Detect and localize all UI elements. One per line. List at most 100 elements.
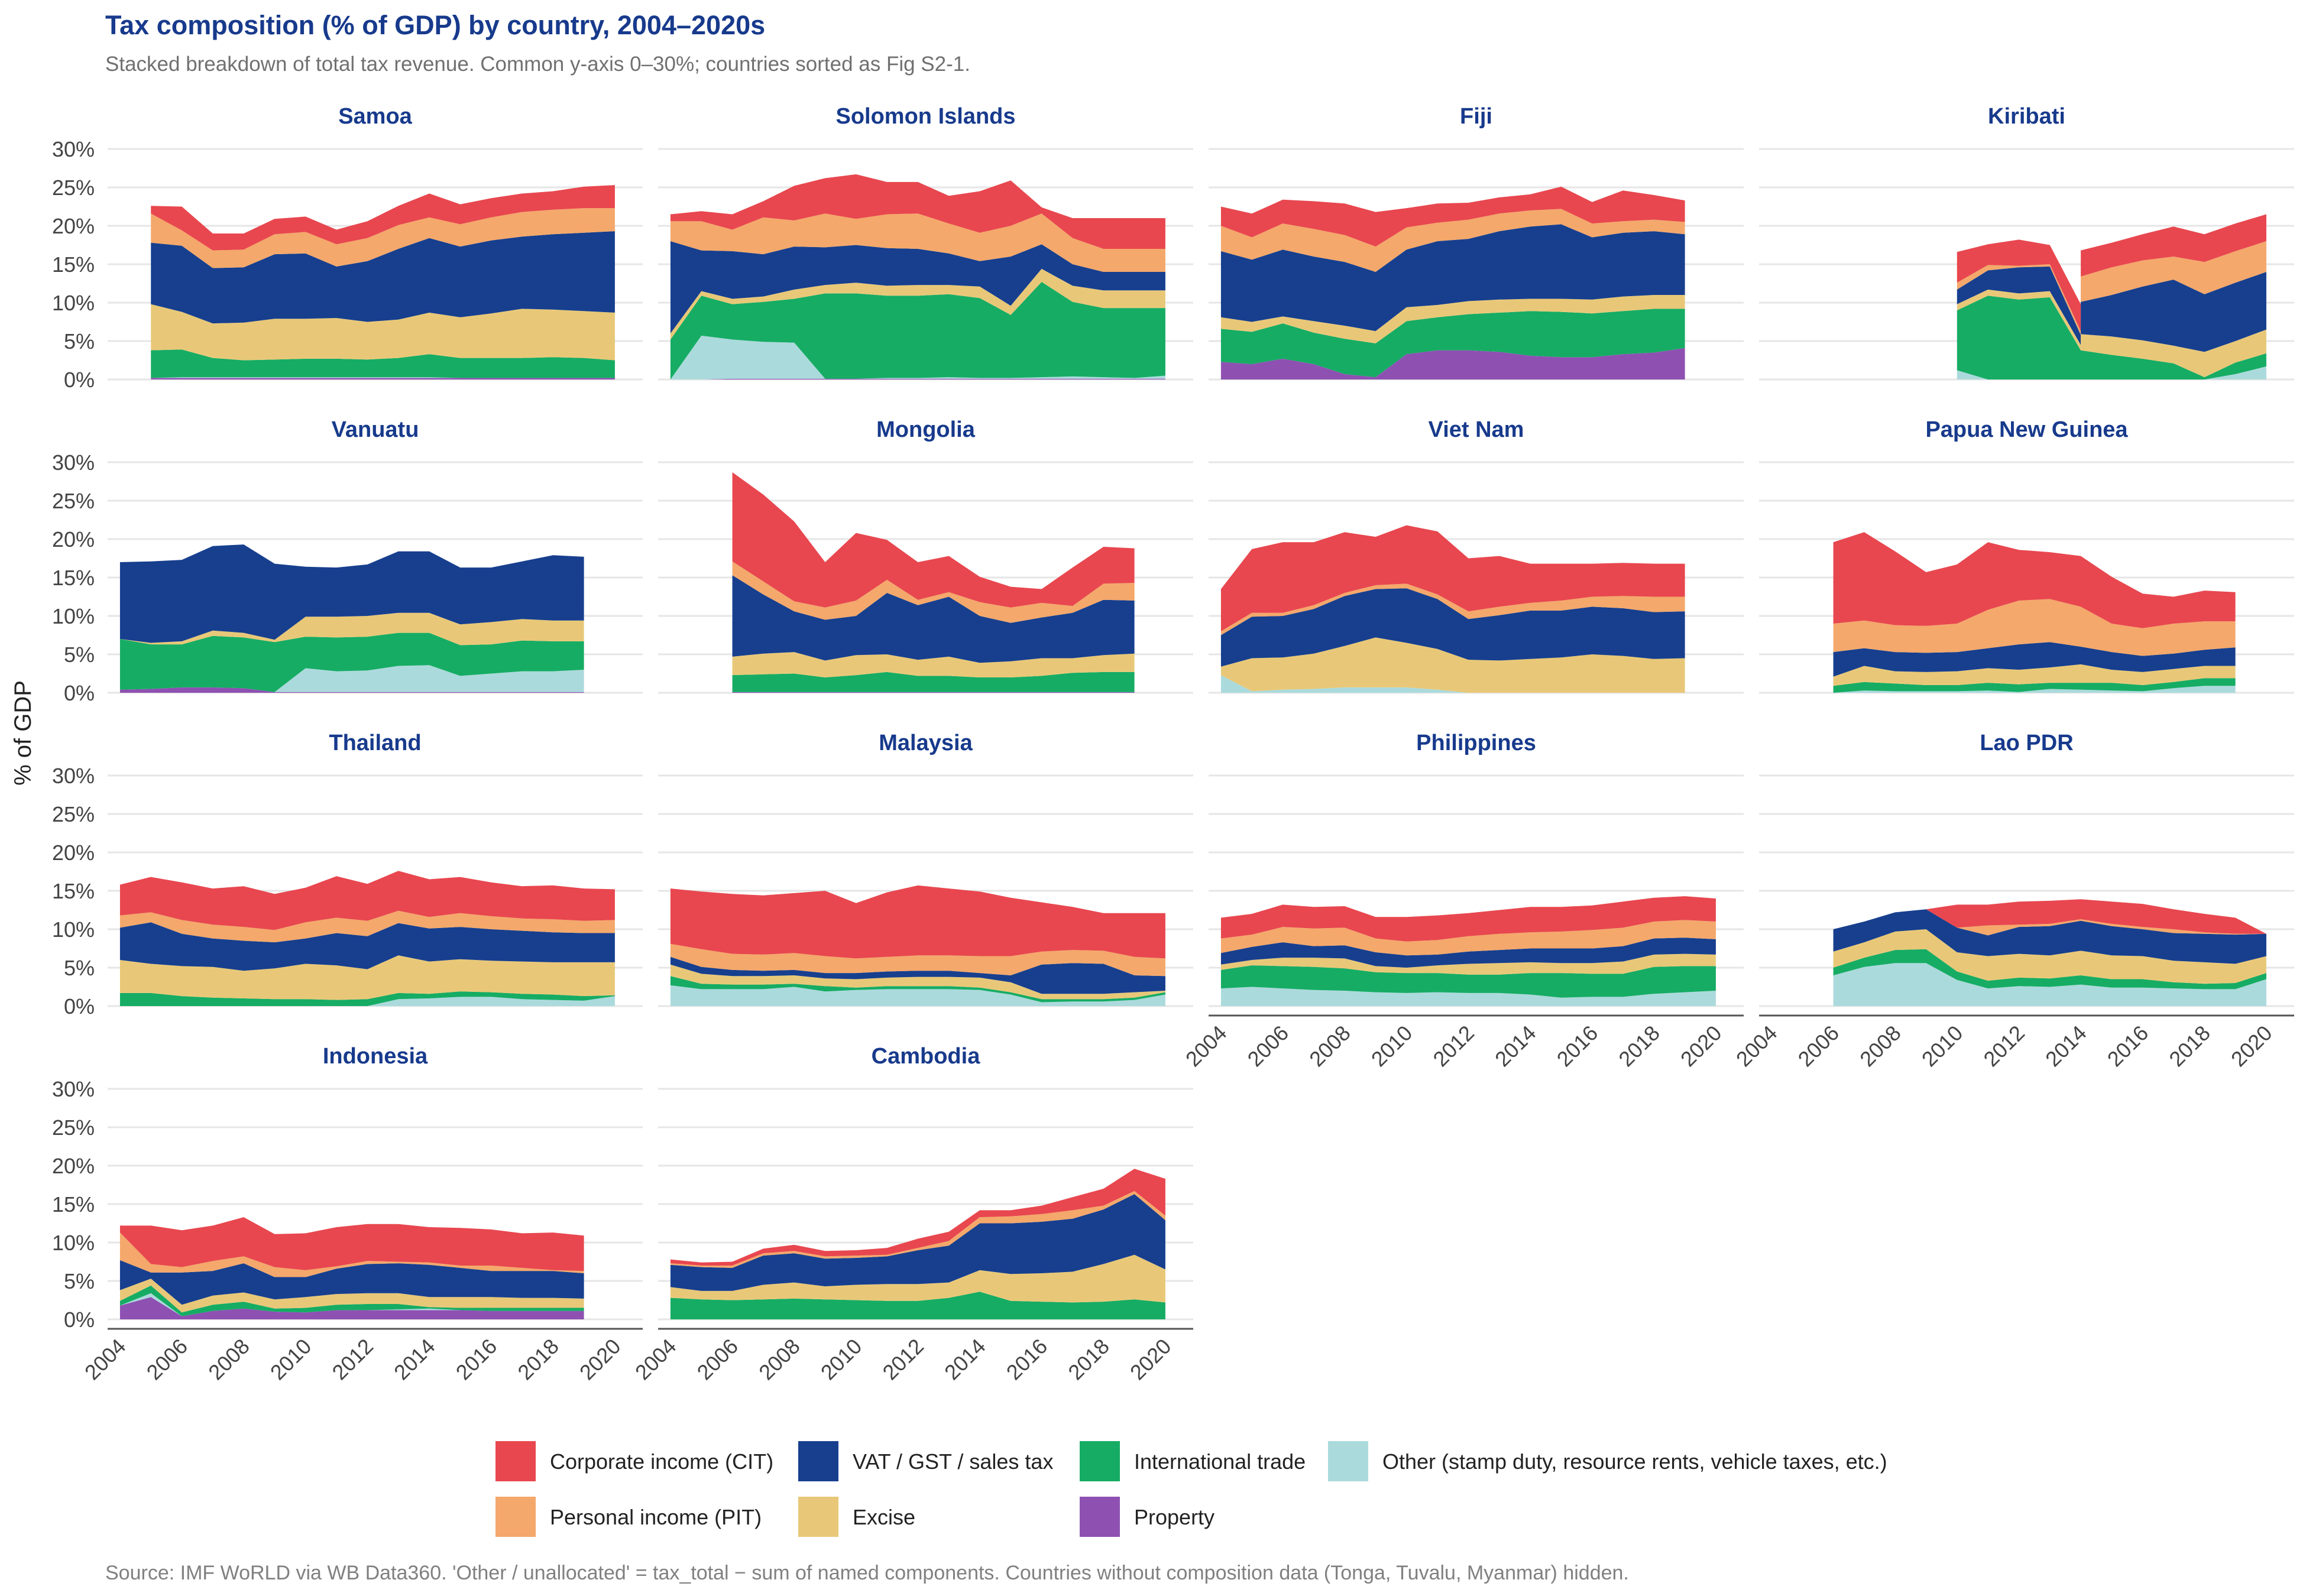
area-corporate-income-cit — [670, 885, 1165, 959]
x-tick-label: 2012 — [327, 1334, 378, 1385]
area-excise — [151, 304, 615, 361]
area-other-stamp-duty-resource-re — [119, 996, 615, 1006]
y-tick-label: 15% — [52, 566, 95, 590]
area-personal-income-pit — [1833, 909, 2266, 936]
x-tick-label: 2008 — [1304, 1021, 1355, 1072]
area-international-trade — [1833, 678, 2236, 693]
x-tick-label: 2012 — [877, 1334, 928, 1385]
area-other-stamp-duty-resource-re — [670, 985, 1165, 1006]
area-vat-gst-sales-tax — [1833, 909, 2266, 964]
legend-label: Personal income (PIT) — [550, 1505, 762, 1529]
area-personal-income-pit — [670, 213, 1165, 272]
area-international-trade — [119, 632, 584, 692]
x-tick-label: 2016 — [1552, 1021, 1603, 1072]
area-international-trade — [119, 991, 615, 1006]
area-property — [119, 1297, 584, 1319]
x-tick-label: 2018 — [1063, 1334, 1114, 1385]
x-tick-label: 2020 — [1125, 1334, 1176, 1385]
area-vat-gst-sales-tax — [1833, 642, 2236, 677]
legend-swatch — [798, 1497, 838, 1537]
panel-lao-pdr: Lao PDR 2004 2006 2008 2010 2012 2014 2016 2018 2… — [1731, 731, 2294, 1071]
x-tick-label: 2014 — [389, 1334, 440, 1385]
area-corporate-income-cit — [732, 472, 1135, 608]
legend-item-property: Property — [1080, 1497, 1214, 1537]
panel-title: Viet Nam — [1429, 417, 1524, 442]
legend: Corporate income (CIT) VAT / GST / sales … — [495, 1441, 1887, 1537]
area-other-stamp-duty-resource-re — [1957, 366, 2266, 379]
area-excise — [1833, 664, 2236, 686]
x-tick-label: 2008 — [754, 1334, 805, 1385]
y-tick-label: 20% — [52, 841, 95, 865]
area-vat-gst-sales-tax — [670, 241, 1165, 333]
y-tick-label: 30% — [52, 137, 95, 161]
area-vat-gst-sales-tax — [732, 575, 1135, 663]
area-international-trade — [1957, 296, 2266, 379]
legend-label: Corporate income (CIT) — [550, 1449, 773, 1474]
area-international-trade — [119, 1285, 584, 1316]
legend-item-excise: Excise — [798, 1497, 915, 1537]
area-other-stamp-duty-resource-re — [1220, 987, 1716, 1006]
panel-title: Papua New Guinea — [1925, 417, 2128, 442]
y-tick-label: 30% — [52, 1077, 95, 1101]
area-corporate-income-cit — [119, 1217, 584, 1271]
panel-title: Solomon Islands — [835, 104, 1015, 129]
panel-title: Mongolia — [876, 417, 976, 442]
x-tick-label: 2020 — [1676, 1021, 1727, 1072]
area-corporate-income-cit — [1220, 525, 1685, 631]
legend-label: Other (stamp duty, resource rents, vehic… — [1382, 1449, 1887, 1474]
legend-label: Property — [1134, 1505, 1214, 1529]
x-tick-label: 2014 — [2041, 1021, 2091, 1072]
y-tick-label: 25% — [52, 802, 95, 826]
y-tick-label: 15% — [52, 252, 95, 277]
panel-title: Indonesia — [323, 1044, 428, 1069]
area-international-trade — [670, 281, 1165, 379]
area-property — [1220, 348, 1685, 379]
area-personal-income-pit — [1220, 583, 1685, 635]
area-excise — [1833, 929, 2266, 984]
area-vat-gst-sales-tax — [119, 544, 584, 643]
area-other-stamp-duty-resource-re — [1220, 675, 1685, 693]
legend-swatch — [1328, 1441, 1368, 1481]
area-property — [119, 687, 584, 693]
panel-mongolia: Mongolia — [658, 417, 1193, 694]
x-tick-label: 2012 — [1428, 1021, 1479, 1072]
panels: 0% 5% 10% 15% 20% 25% 30% Samoa Solomon Islands F… — [52, 104, 2294, 1384]
y-tick-label: 5% — [64, 329, 95, 353]
x-tick-label: 2008 — [1855, 1021, 1906, 1072]
legend-label: International trade — [1134, 1449, 1306, 1474]
area-excise — [1957, 289, 2266, 378]
y-tick-label: 5% — [64, 643, 95, 667]
legend-item-corporate-income-cit: Corporate income (CIT) — [495, 1441, 773, 1481]
area-international-trade — [1220, 965, 1716, 998]
area-international-trade — [1833, 949, 2266, 990]
y-tick-label: 0% — [64, 681, 95, 705]
area-vat-gst-sales-tax — [1220, 224, 1685, 332]
area-excise — [670, 964, 1165, 1000]
y-tick-label: 30% — [52, 450, 95, 475]
panel-cambodia: Cambodia 2004 2006 2008 2010 2012 2014 2016 2018… — [630, 1044, 1193, 1384]
area-international-trade — [670, 1292, 1165, 1319]
x-tick-label: 2018 — [2164, 1021, 2215, 1072]
x-tick-label: 2006 — [1243, 1021, 1294, 1072]
area-other-stamp-duty-resource-re — [1833, 686, 2236, 693]
area-vat-gst-sales-tax — [119, 1260, 584, 1305]
area-personal-income-pit — [151, 208, 615, 268]
chart-caption: Source: IMF WoRLD via WB Data360. 'Other… — [105, 1562, 1629, 1584]
y-tick-label: 30% — [52, 764, 95, 788]
y-tick-label: 15% — [52, 879, 95, 903]
x-tick-label: 2016 — [1002, 1334, 1052, 1385]
area-vat-gst-sales-tax — [1957, 266, 2266, 352]
legend-item-personal-income-pit: Personal income (PIT) — [495, 1497, 762, 1537]
area-corporate-income-cit — [670, 174, 1165, 249]
area-corporate-income-cit — [670, 1169, 1165, 1266]
legend-item-vat-gst-sales-tax: VAT / GST / sales tax — [798, 1441, 1053, 1481]
panel-fiji: Fiji — [1209, 104, 1744, 381]
panel-thailand: 0% 5% 10% 15% 20% 25% 30% Thailand — [52, 731, 643, 1018]
legend-label: Excise — [853, 1505, 915, 1529]
panel-title: Fiji — [1460, 104, 1492, 129]
x-tick-label: 2018 — [513, 1334, 563, 1385]
area-international-trade — [151, 349, 615, 378]
y-tick-label: 0% — [64, 1308, 95, 1332]
area-corporate-income-cit — [1220, 186, 1685, 247]
